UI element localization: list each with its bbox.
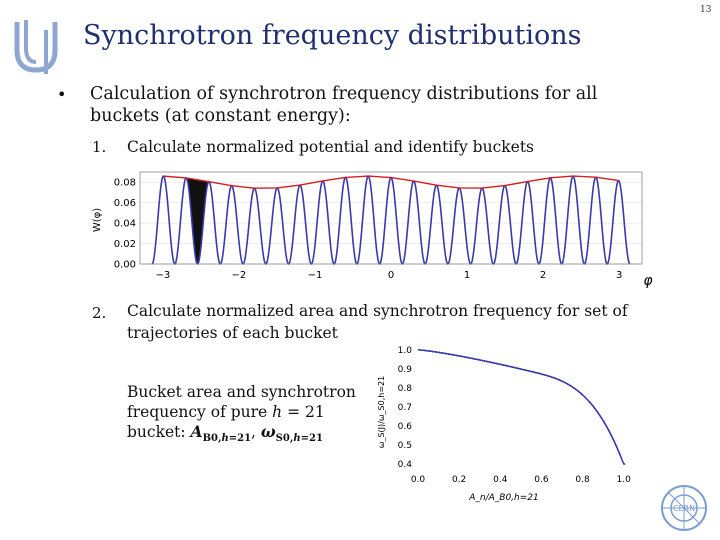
bullet-text: Calculation of synchrotron frequency dis… <box>90 84 598 126</box>
potential-x-tick: −2 <box>232 270 247 281</box>
frequency-y-tick: 0.8 <box>398 384 413 394</box>
potential-y-tick: 0.04 <box>114 219 136 230</box>
potential-x-tick: 1 <box>464 270 470 281</box>
potential-x-ticks: −3 −2 −1 0 1 2 3 <box>155 270 622 281</box>
potential-x-tick: −1 <box>308 270 323 281</box>
note-line-1: Bucket area and synchrotron <box>127 383 356 401</box>
note-line-3: bucket: AB0,h=21, ωS0,h=21 <box>127 422 323 445</box>
potential-x-tick: 3 <box>616 270 622 281</box>
potential-plot-frame <box>139 171 643 265</box>
potential-x-label: φ <box>643 273 653 289</box>
potential-x-tick: 0 <box>388 270 394 281</box>
bucket-tops <box>163 175 619 189</box>
frequency-y-tick: 0.9 <box>398 365 413 375</box>
potential-curve <box>151 175 631 266</box>
note-line-2: frequency of pure h = 21 <box>127 403 325 421</box>
frequency-y-tick: 1.0 <box>398 346 413 356</box>
svg-text:CERN: CERN <box>673 504 695 513</box>
potential-y-label: W(φ) <box>92 208 103 232</box>
frequency-x-tick: 1.0 <box>617 475 632 485</box>
frequency-x-tick: 0.6 <box>534 475 549 485</box>
cern-logo-icon: CERN <box>661 485 707 531</box>
frequency-x-label: A_n/A_B0,h=21 <box>468 493 539 503</box>
frequency-y-tick: 0.5 <box>398 441 412 451</box>
step-1-text: Calculate normalized potential and ident… <box>127 138 535 156</box>
frequency-x-tick: 0.0 <box>411 475 426 485</box>
frequency-x-tick: 0.2 <box>452 475 466 485</box>
frequency-y-label: ω_S(J)/ω_S0,h=21 <box>377 376 386 448</box>
bucket-note: Bucket area and synchrotron frequency of… <box>127 382 387 449</box>
first-bucket-fill <box>186 177 209 264</box>
step-2-text: Calculate normalized area and synchrotro… <box>127 302 628 342</box>
frequency-y-tick: 0.7 <box>398 403 412 413</box>
frequency-curve <box>417 349 624 464</box>
frequency-y-tick: 0.4 <box>398 460 413 470</box>
page-title: Synchrotron frequency distributions <box>83 20 582 51</box>
potential-x-tick: −3 <box>155 270 170 281</box>
university-logo-icon <box>14 20 58 74</box>
frequency-x-tick: 0.4 <box>493 475 508 485</box>
potential-y-tick: 0.08 <box>114 178 136 189</box>
frequency-x-ticks: 0.0 0.2 0.4 0.6 0.8 1.0 <box>411 475 631 485</box>
frequency-y-tick: 0.6 <box>398 422 413 432</box>
step-2-number: 2. <box>92 304 107 322</box>
step-1-number: 1. <box>92 138 107 156</box>
bullet-marker: • <box>57 85 67 104</box>
frequency-curve <box>417 349 626 465</box>
frequency-y-ticks: 0.4 0.5 0.6 0.7 0.8 0.9 1.0 <box>398 346 413 470</box>
frequency-curves <box>417 349 626 465</box>
slide-number: 13 <box>700 5 712 15</box>
potential-y-tick: 0.00 <box>114 260 136 271</box>
frequency-x-tick: 0.8 <box>575 475 590 485</box>
frequency-chart: 0.4 0.5 0.6 0.7 0.8 0.9 1.0 0.0 0.2 0.4 0.6 0.8 1.0… <box>377 346 631 503</box>
potential-x-tick: 2 <box>540 270 546 281</box>
potential-y-tick: 0.06 <box>114 198 136 209</box>
potential-chart: 0.00 0.02 0.04 0.06 0.08 −3 −2 −1 0 1 2 3 W(φ) φ <box>92 171 653 289</box>
potential-y-tick: 0.02 <box>114 239 136 250</box>
